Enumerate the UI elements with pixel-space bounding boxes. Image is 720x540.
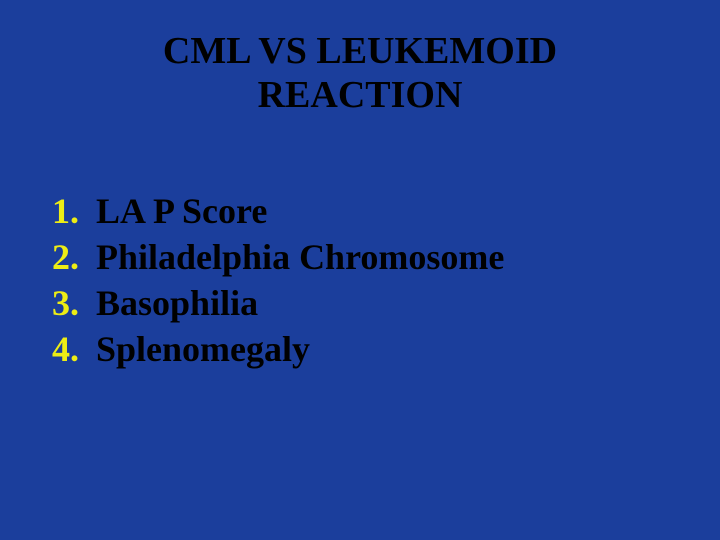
list-text: Basophilia (96, 282, 258, 324)
list-item: 2. Philadelphia Chromosome (52, 236, 504, 278)
title-line-2: REACTION (0, 74, 720, 118)
slide-title: CML VS LEUKEMOID REACTION (0, 30, 720, 117)
list-text: LA P Score (96, 190, 267, 232)
list-number: 2. (52, 236, 96, 278)
list-text: Philadelphia Chromosome (96, 236, 504, 278)
list-text: Splenomegaly (96, 328, 310, 370)
list-number: 3. (52, 282, 96, 324)
list-item: 4. Splenomegaly (52, 328, 504, 370)
title-line-1: CML VS LEUKEMOID (0, 30, 720, 74)
list-number: 1. (52, 190, 96, 232)
list-item: 1. LA P Score (52, 190, 504, 232)
numbered-list: 1. LA P Score 2. Philadelphia Chromosome… (52, 190, 504, 374)
list-number: 4. (52, 328, 96, 370)
list-item: 3. Basophilia (52, 282, 504, 324)
